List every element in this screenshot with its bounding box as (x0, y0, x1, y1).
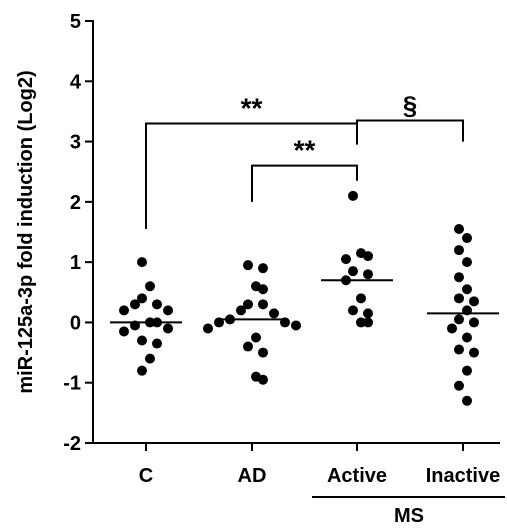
data-point (454, 381, 464, 391)
data-point (469, 317, 479, 327)
data-point (469, 348, 479, 358)
significance-label: ** (241, 92, 263, 123)
data-point (163, 305, 173, 315)
data-point (356, 293, 366, 303)
data-point (454, 345, 464, 355)
data-point (454, 272, 464, 282)
y-tick-label: 5 (70, 11, 81, 33)
data-point (236, 305, 246, 315)
x-tick-label: AD (238, 465, 267, 487)
data-point (462, 396, 472, 406)
data-points (119, 191, 479, 406)
data-point (145, 281, 155, 291)
data-point (447, 323, 457, 333)
data-point (348, 305, 358, 315)
data-point (163, 323, 173, 333)
y-tick-label: 1 (70, 252, 81, 274)
data-point (348, 266, 358, 276)
data-point (269, 308, 279, 318)
data-point (462, 257, 472, 267)
data-point (462, 366, 472, 376)
y-tick-label: -1 (63, 373, 81, 395)
data-point (243, 342, 253, 352)
data-point (258, 348, 268, 358)
data-point (454, 245, 464, 255)
data-point (462, 333, 472, 343)
significance-label: § (403, 90, 417, 120)
data-point (251, 333, 261, 343)
data-point (363, 269, 373, 279)
data-point (137, 336, 147, 346)
data-point (243, 260, 253, 270)
y-tick-label: -2 (63, 433, 81, 455)
x-tick-label: Active (327, 465, 387, 487)
x-axis: C AD Active Inactive (93, 443, 500, 487)
data-point (145, 354, 155, 364)
data-point (291, 320, 301, 330)
data-point (137, 257, 147, 267)
data-point (258, 299, 268, 309)
mean-lines (110, 280, 499, 322)
data-point (258, 263, 268, 273)
x-tick-label: C (139, 465, 153, 487)
y-tick-label: 2 (70, 192, 81, 214)
y-axis: -2 -1 0 1 2 3 4 5 (63, 11, 93, 455)
data-point (454, 293, 464, 303)
data-point (137, 366, 147, 376)
y-tick-label: 0 (70, 312, 81, 334)
y-axis-label: miR-125a-3p fold induction (Log2) (15, 70, 37, 393)
data-point (258, 375, 268, 385)
data-point (363, 251, 373, 261)
data-point (341, 254, 351, 264)
significance-label: ** (294, 135, 316, 166)
data-point (152, 299, 162, 309)
significance-bracket (357, 120, 463, 144)
data-point (348, 191, 358, 201)
significance-brackets: ** ** § (146, 90, 463, 229)
data-point (119, 305, 129, 315)
data-point (462, 284, 472, 294)
data-point (152, 339, 162, 349)
data-point (130, 299, 140, 309)
data-point (363, 317, 373, 327)
data-point (454, 314, 464, 324)
ms-group-label: MS (394, 505, 424, 527)
data-point (258, 284, 268, 294)
data-point (363, 308, 373, 318)
data-point (462, 233, 472, 243)
data-point (119, 326, 129, 336)
y-tick-label: 4 (70, 71, 82, 93)
data-point (454, 224, 464, 234)
data-point (203, 323, 213, 333)
x-tick-label: Inactive (426, 465, 500, 487)
y-tick-label: 3 (70, 132, 81, 154)
data-point (469, 296, 479, 306)
significance-bracket (252, 166, 357, 202)
